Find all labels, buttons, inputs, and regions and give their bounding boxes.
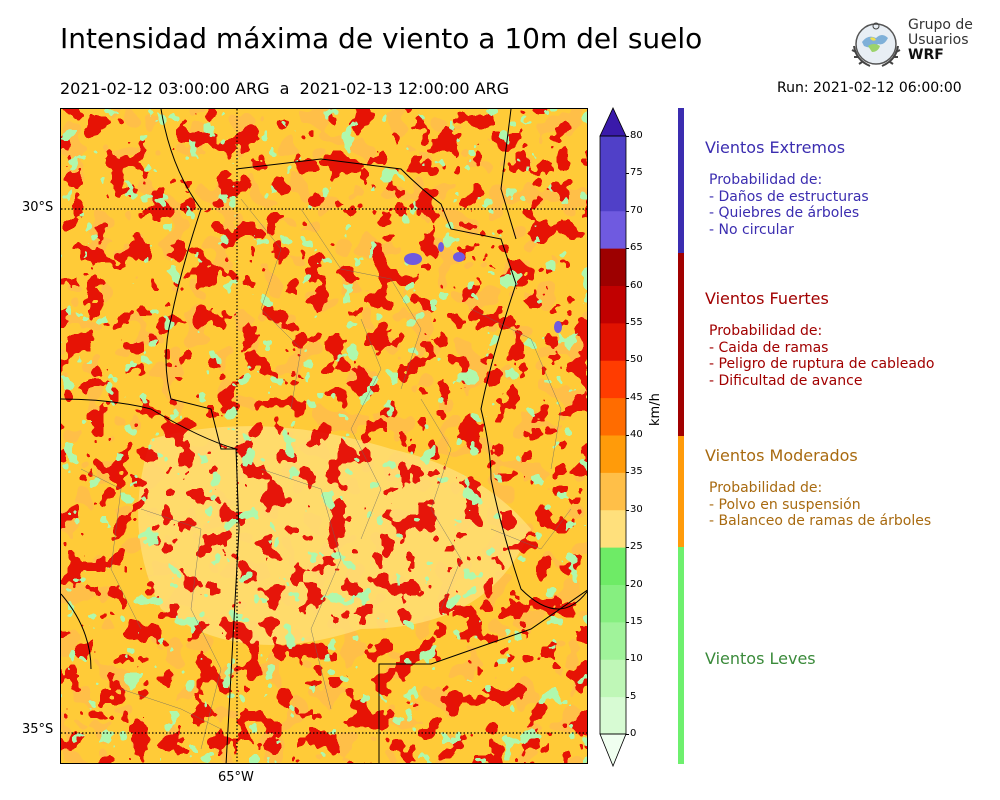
colorbar-segment [600,435,626,473]
department-boundaries [80,198,572,750]
moderate-category-bar [678,436,684,547]
colorbar-tick-mark [626,397,629,399]
category-details-moderate: Probabilidad de: - Polvo en suspensión - B… [709,480,931,530]
weak-wind-areas [61,109,587,763]
colorbar-tick-mark [626,584,629,586]
colorbar-tick-label: 15 [630,615,643,627]
category-detail-line: - Dificultad de avance [709,372,863,389]
colorbar-tick-label: 70 [630,204,643,216]
category-detail-line: Probabilidad de: [709,480,823,496]
colorbar-tick-label: 25 [630,541,643,553]
colorbar-segment [600,509,626,548]
colorbar-tick-mark [626,509,629,511]
colorbar-segment [600,173,626,212]
model-run-time: Run: 2021-02-12 06:00:00 [777,80,962,96]
colorbar-tick-label: 45 [630,391,643,403]
category-detail-line: - Peligro de ruptura de cableado [709,356,935,372]
colorbar-segment [600,584,626,623]
colorbar-tick-mark [626,248,629,250]
colorbar-tick-mark [626,210,629,212]
colorbar-tick-mark [626,173,629,175]
colorbar-tick-label: 0 [630,728,637,739]
wind-field-map [61,109,587,763]
category-title-extreme: Vientos Extremos [705,138,846,157]
colorbar-tick-mark [626,360,629,362]
category-detail-line: - No circular [709,221,794,238]
logo-text-wrf: WRF [908,47,944,63]
grupo-usuarios-wrf-logo: Grupo de Usuarios WRF [848,16,978,74]
colorbar-tick-label: 55 [630,316,643,328]
wind-map [60,108,588,764]
colorbar-tick-mark [626,435,629,436]
category-detail-line: - Polvo en suspensión [709,496,861,513]
colorbar-unit: km/h [648,393,663,426]
colorbar-segment [600,472,626,511]
colorbar-tick-label: 50 [630,354,643,366]
colorbar-tick-label: 35 [630,466,643,478]
colorbar-tick-mark [626,285,629,287]
wind-speed-colorbar [599,107,627,768]
colorbar-tick-label: 30 [630,503,643,515]
forecast-period: 2021-02-12 03:00:00 ARG a 2021-02-13 12:… [60,79,510,98]
colorbar-tick-mark [626,696,629,698]
colorbar-tick-mark [626,136,629,137]
lat-label-35s: 35°S [22,722,54,737]
colorbar-segment [600,136,626,174]
colorbar-segment [600,397,626,436]
category-detail-line: - Caida de ramas [709,339,829,356]
colorbar-segment [600,360,626,399]
colorbar-tick-label: 20 [630,578,643,590]
map-title: Intensidad máxima de viento a 10m del su… [60,22,703,55]
extreme-category-bar [678,108,684,253]
lon-label-65w: 65°W [218,770,254,785]
colorbar-segment [600,210,626,249]
colorbar-tick-mark [626,322,629,324]
category-title-strong: Vientos Fuertes [705,289,829,308]
logo-text-line1: Grupo de [908,17,973,33]
category-details-strong: Probabilidad de: - Caida de ramas - Peligr… [709,323,934,389]
category-detail-line: - Balanceo de ramas de árboles [709,513,932,529]
graticule [61,109,587,763]
colorbar-tick-label: 75 [630,167,643,179]
strong-category-bar [678,253,684,436]
colorbar-tick-mark [626,621,629,623]
colorbar-segment [600,248,626,286]
colorbar-tick-label: 60 [630,279,643,291]
colorbar-segment [600,696,626,735]
category-title-light: Vientos Leves [705,649,816,668]
colorbar-tick-label: 80 [630,130,643,141]
colorbar-tick-mark [626,659,629,661]
logo-text-line2: Usuarios [908,32,969,48]
category-detail-line: Probabilidad de: [709,172,823,188]
extreme-wind-spots [404,242,562,333]
light-category-bar [678,547,684,764]
category-detail-line: - Daños de estructuras [709,188,869,205]
colorbar-segment [600,547,626,585]
colorbar-min-extension [599,733,627,768]
category-title-moderate: Vientos Moderados [705,446,858,465]
colorbar-tick-label: 10 [630,653,643,665]
colorbar-tick-mark [626,472,629,474]
globe-laurel-icon [851,22,901,67]
colorbar-max-extension [599,107,627,137]
colorbar-segment [600,285,626,324]
colorbar-tick-mark [626,734,629,735]
colorbar-segment [600,659,626,698]
colorbar-tick-label: 5 [630,690,637,702]
colorbar-tick-label: 40 [630,429,643,440]
colorbar-tick-mark [626,547,629,549]
colorbar-segment [600,322,626,361]
category-detail-line: Probabilidad de: [709,323,823,339]
colorbar-segment [600,621,626,660]
colorbar-tick-label: 65 [630,242,643,254]
lat-label-30s: 30°S [22,200,54,215]
category-details-extreme: Probabilidad de: - Daños de estructuras - … [709,172,869,238]
category-detail-line: - Quiebres de árboles [709,205,860,221]
